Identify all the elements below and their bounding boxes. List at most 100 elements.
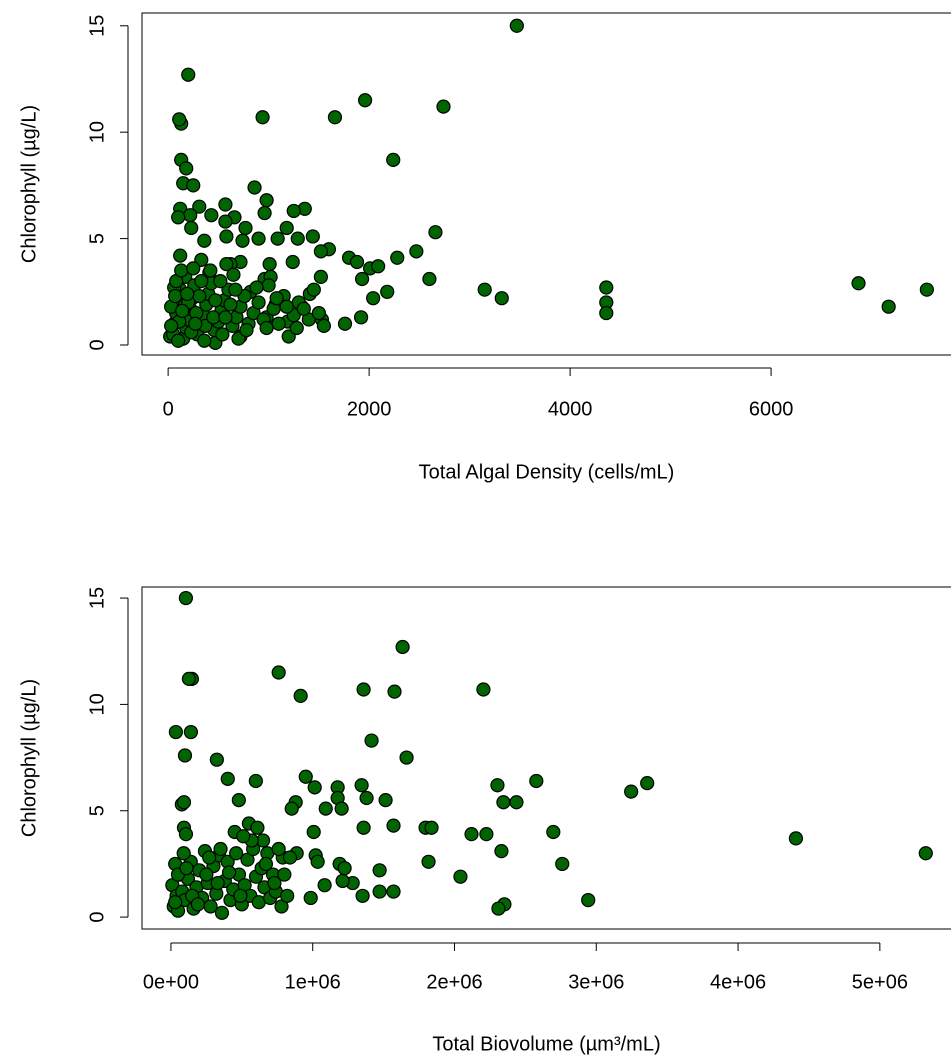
data-point [259,193,274,208]
data-point [494,291,509,306]
data-point [247,180,262,195]
data-point [395,639,410,655]
data-point [250,820,265,835]
data-point [186,261,201,276]
data-point [261,278,276,293]
data-point [424,820,439,835]
data-point [192,199,207,214]
data-point [624,784,639,799]
data-point [464,827,479,842]
data-point [214,905,230,920]
x-tick-label: 6000 [749,398,794,420]
data-point [270,231,285,246]
data-point [251,231,266,246]
data-point [355,888,370,903]
data-point [168,724,183,740]
data-point [509,18,524,33]
data-point [310,854,325,869]
data-point [387,684,402,699]
data-point [267,875,282,891]
data-point [206,310,221,325]
data-point [529,773,544,789]
data-point [453,869,468,884]
data-point [599,280,614,295]
data-point [271,841,286,857]
data-point [640,775,655,791]
y-tick-label: 0 [86,339,108,350]
data-point [386,818,401,833]
data-point [168,288,183,304]
data-point [372,884,387,899]
data-point [229,846,244,861]
data-point [221,865,237,880]
data-point [290,231,305,246]
x-tick-label: 0 [163,398,174,420]
data-point [359,790,374,806]
data-point [313,244,328,259]
data-point [258,856,274,872]
data-point [236,829,251,844]
data-point [313,269,328,284]
data-point [279,220,294,236]
data-point [296,301,311,316]
data-point [281,329,296,344]
data-point [208,293,223,308]
data-point [371,259,386,274]
data-point [168,895,183,910]
data-point [179,161,194,176]
data-point [219,229,234,244]
data-point [177,748,193,763]
data-point [305,229,320,244]
x-tick-label: 2000 [347,398,392,420]
data-point [269,291,284,306]
data-point [190,897,205,912]
data-point [203,263,218,278]
data-point [231,331,246,346]
data-point [249,280,264,295]
data-point [181,67,196,82]
data-point [788,831,804,846]
data-point [199,867,214,882]
data-point [421,854,436,869]
data-point [353,310,369,325]
data-point [194,252,209,267]
data-point [354,271,370,287]
data-point [349,254,365,270]
data-point [178,590,193,606]
x-tick-label: 1e+06 [285,971,341,993]
data-point [428,225,443,240]
data-point [218,197,233,212]
data-point [354,778,369,793]
x-axis-title: Total Biovolume (µm³/mL) [432,1033,660,1055]
data-point [327,110,343,125]
x-axis-title: Total Algal Density (cells/mL) [419,461,675,483]
data-point [285,254,300,270]
data-point [284,801,299,816]
data-point [181,671,197,686]
data-point [231,793,246,808]
data-point [259,320,274,336]
data-point [277,867,292,882]
y-axis-title: Chlorophyll (µg/L) [18,105,40,263]
y-tick-label: 5 [86,233,108,244]
data-point [183,208,198,223]
data-point [186,178,201,193]
data-point [194,274,209,289]
y-tick-label: 10 [86,121,108,143]
data-point [184,220,199,236]
plot-frame [141,12,951,356]
data-point [178,827,194,842]
data-point [220,771,235,786]
data-point [215,327,230,342]
data-point [436,99,451,114]
data-point [176,846,191,861]
data-point [599,305,614,321]
data-point [251,295,266,310]
data-point [174,263,189,278]
data-point [386,152,401,167]
data-point [306,282,321,297]
data-point [337,861,352,876]
y-axis-title: Chlorophyll (µg/L) [18,679,40,837]
data-point [289,320,304,336]
